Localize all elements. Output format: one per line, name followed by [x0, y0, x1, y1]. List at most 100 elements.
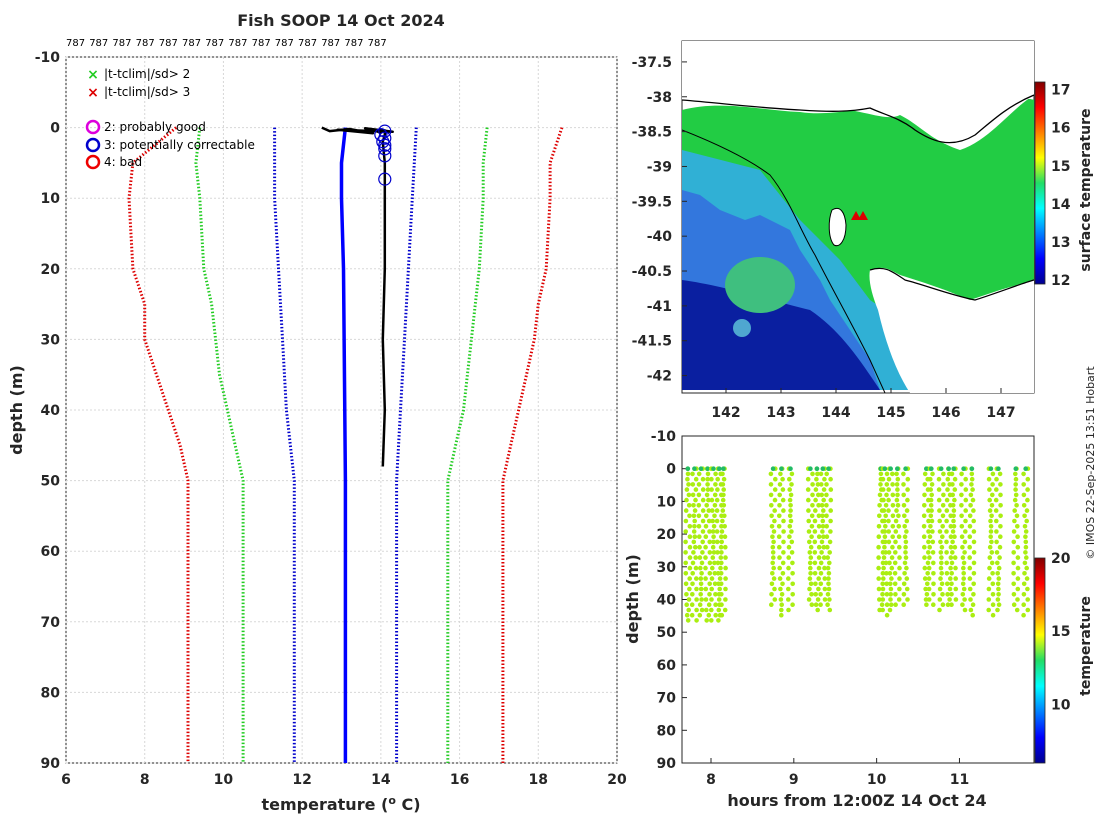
cast-point: [883, 503, 889, 508]
cast-point: [986, 597, 992, 602]
cast-point: [941, 492, 946, 498]
y-tick-label: 0: [50, 121, 60, 137]
cast-point: [684, 612, 690, 618]
cast-point: [890, 534, 895, 539]
cast-point: [709, 476, 714, 482]
cast-point: [707, 560, 713, 566]
cast-point: [996, 586, 1001, 592]
cast-point: [989, 539, 994, 545]
cast-point: [896, 513, 901, 519]
cast-point: [789, 539, 795, 545]
cast-surface-point: [882, 466, 888, 472]
cast-point: [717, 576, 723, 581]
cast-point: [706, 612, 712, 618]
cast-point: [998, 482, 1003, 487]
cast-point: [963, 476, 968, 482]
cast-point: [886, 539, 892, 545]
cast-point: [704, 618, 709, 623]
cast-point: [945, 476, 951, 482]
cast-point: [810, 503, 815, 508]
cast-point: [696, 492, 702, 498]
cast-point: [789, 471, 795, 477]
cast-point: [824, 513, 829, 519]
cast-point: [776, 534, 782, 539]
time-depth-y-tick-label: -10: [651, 429, 677, 445]
cast-point: [990, 612, 996, 618]
cast-point: [903, 539, 909, 545]
cast-point: [901, 471, 906, 477]
cast-surface-point: [826, 466, 831, 472]
map-y-tick-label: -41.5: [632, 334, 672, 350]
cast-point: [716, 618, 721, 623]
cast-point: [818, 471, 824, 477]
cast-point: [1022, 560, 1028, 566]
cast-point: [990, 482, 995, 487]
cast-point: [824, 482, 829, 487]
cast-point: [967, 544, 972, 550]
cast-point: [717, 586, 722, 592]
cast-surface-point: [951, 466, 956, 472]
cast-point: [940, 524, 945, 529]
cast-point: [709, 618, 714, 623]
cast-point: [704, 503, 709, 508]
cast-point: [921, 513, 927, 519]
cast-point: [824, 524, 829, 529]
cast-point: [1021, 503, 1027, 508]
cast-point: [808, 581, 814, 587]
cast-point: [995, 607, 1000, 613]
cast-point: [813, 592, 818, 597]
cast-point: [998, 492, 1003, 498]
cast-point: [810, 492, 815, 498]
cast-point: [720, 508, 726, 513]
cast-point: [883, 513, 888, 519]
cast-surface-point: [770, 466, 776, 472]
cast-point: [989, 513, 994, 519]
cast-point: [706, 518, 712, 524]
cast-point: [718, 565, 723, 571]
sst-map: 142 143 144 145 146 147 -37.5 -38 -38.5 -39 -39.5…: [632, 40, 1094, 421]
cast-point: [722, 534, 728, 539]
cast-point: [697, 544, 702, 550]
cast-point: [813, 497, 818, 503]
time-depth-points: [683, 466, 1031, 623]
cast-point: [683, 508, 689, 513]
cast-point: [951, 508, 957, 513]
cast-point: [941, 482, 946, 487]
cast-point: [967, 534, 973, 539]
cast-point: [718, 555, 724, 560]
map-colorbar-tick-label: 14: [1051, 197, 1071, 213]
cast-point: [884, 602, 890, 607]
cast-point: [1025, 586, 1030, 592]
x-tick-label: 18: [529, 772, 548, 788]
x-tick-label: 14: [371, 772, 391, 788]
cast-point: [806, 597, 812, 602]
cast-point: [810, 471, 815, 477]
cast-point: [686, 597, 692, 602]
cast-point: [944, 560, 949, 566]
cast-point: [1011, 539, 1017, 545]
cast-point: [789, 529, 794, 534]
cast-point: [828, 529, 833, 534]
cast-point: [707, 592, 712, 597]
cast-point: [963, 497, 969, 503]
cast-point: [895, 492, 900, 498]
cast-point: [685, 471, 691, 477]
map-colorbar-tick-label: 15: [1051, 159, 1070, 175]
cast-point: [691, 513, 697, 519]
map-colorbar-tick-label: 17: [1051, 83, 1070, 99]
time-depth-y-tick-label: 40: [657, 593, 677, 609]
cast-point: [1025, 476, 1031, 482]
flag-circle: [378, 149, 392, 163]
cast-point: [778, 597, 784, 602]
cast-point: [1021, 581, 1027, 587]
cast-point: [1011, 560, 1016, 566]
cast-point: [828, 487, 834, 492]
cast-point: [699, 571, 704, 576]
cast-point: [780, 476, 785, 482]
cast-point: [949, 571, 954, 576]
time-depth-y-tick-label: 0: [666, 462, 676, 478]
cast-point: [901, 482, 906, 487]
cast-point: [720, 497, 726, 503]
cast-point: [890, 492, 896, 498]
cast-point: [971, 529, 977, 534]
